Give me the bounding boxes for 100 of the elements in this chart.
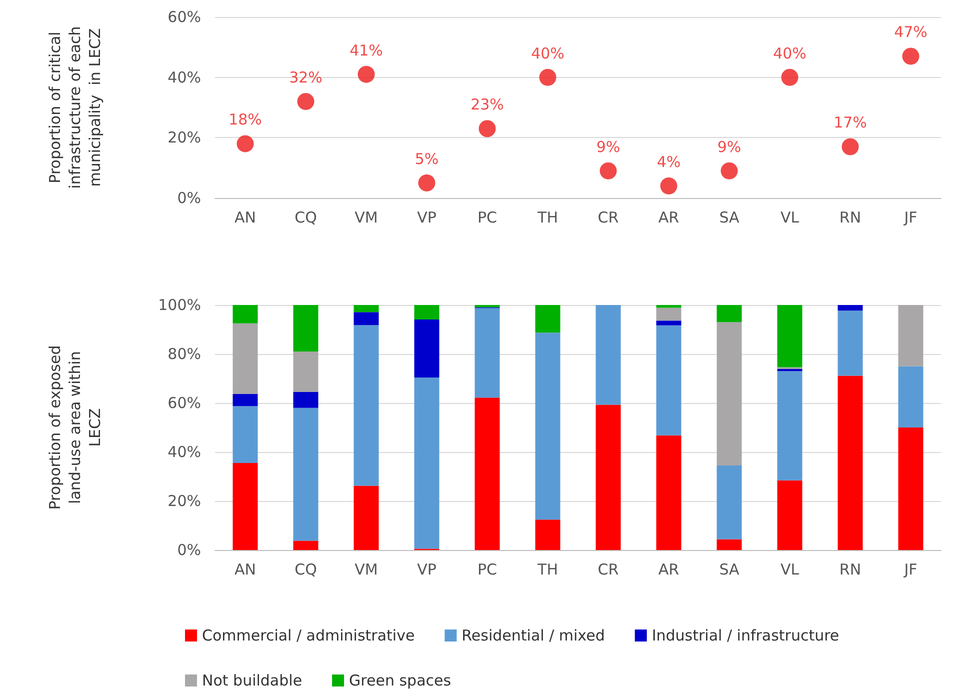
x-tick-label: VM	[354, 208, 378, 226]
data-label: 5%	[414, 150, 439, 168]
x-tick-label: RN	[839, 560, 862, 578]
bar	[474, 398, 500, 550]
point	[781, 68, 798, 86]
bar	[656, 320, 682, 326]
bar	[596, 404, 621, 550]
point	[902, 48, 920, 65]
data-label: 47%	[894, 23, 928, 42]
y-axis-title: Proportion of critical infrastructure of each municipality in LECZ	[46, 26, 104, 189]
x-tick-label: VM	[354, 560, 378, 578]
point	[297, 92, 314, 110]
y-tick-label: 0%	[177, 541, 201, 559]
bar	[898, 428, 924, 550]
point	[358, 66, 375, 83]
bar	[232, 394, 258, 406]
y-tick-label: 20%	[168, 492, 201, 510]
bar	[232, 323, 258, 394]
bar	[293, 305, 318, 352]
y-tick-label: 0%	[177, 189, 201, 207]
bar	[777, 305, 802, 368]
bar	[716, 322, 742, 466]
bar	[414, 319, 440, 378]
bar	[232, 305, 258, 324]
point	[720, 162, 738, 180]
y-tick-label: 40%	[168, 68, 201, 86]
bar	[474, 308, 500, 398]
y-axis-title: Proportion of exposed land-use area within LECZ	[46, 345, 104, 510]
bar	[535, 520, 560, 550]
x-tick-label: CQ	[294, 208, 317, 226]
bar	[777, 368, 802, 372]
bar	[535, 305, 560, 333]
x-tick-label: JF	[903, 208, 918, 226]
x-tick-label: JF	[903, 560, 918, 578]
x-tick-label: TH	[536, 208, 558, 226]
bar	[716, 539, 742, 550]
data-label: 41%	[350, 41, 383, 60]
data-label: 40%	[531, 44, 564, 62]
bar	[777, 371, 802, 480]
bar	[293, 392, 318, 408]
x-tick-label: AN	[234, 208, 256, 226]
data-label: 18%	[228, 110, 262, 129]
data-label: 4%	[656, 152, 681, 171]
bar	[293, 408, 318, 541]
point	[539, 68, 556, 86]
x-tick-label: PC	[477, 208, 498, 226]
legend-label: Green spaces	[349, 672, 452, 690]
bar	[656, 308, 682, 321]
x-tick-label: VP	[417, 560, 436, 578]
x-tick-label: RN	[839, 208, 862, 226]
bar	[232, 463, 258, 550]
bar	[354, 486, 379, 550]
bar	[656, 305, 682, 308]
x-tick-label: VL	[780, 560, 800, 578]
data-label: 23%	[470, 96, 504, 114]
bar	[716, 465, 742, 540]
point	[842, 138, 859, 156]
y-tick-label: 100%	[158, 296, 201, 314]
data-label: 40%	[773, 44, 806, 62]
y-tick-label: 80%	[168, 345, 201, 363]
legend-label: Industrial / infrastructure	[652, 626, 840, 644]
x-tick-label: AR	[658, 560, 680, 578]
x-tick-label: CR	[598, 560, 619, 578]
legend-label: Residential / mixed	[462, 626, 605, 644]
point	[418, 174, 436, 192]
bar	[535, 332, 560, 520]
x-tick-label: VP	[417, 208, 436, 226]
point	[660, 177, 678, 194]
point	[236, 135, 254, 152]
bar	[777, 480, 802, 550]
x-tick-label: PC	[477, 560, 498, 578]
legend-label: Not buildable	[202, 672, 302, 690]
x-tick-label: SA	[719, 208, 740, 226]
bar	[656, 435, 682, 550]
x-tick-label: VL	[780, 208, 800, 226]
x-tick-label: TH	[536, 560, 558, 578]
bar	[656, 325, 682, 436]
bar	[716, 305, 742, 322]
x-tick-label: AR	[658, 208, 680, 226]
x-tick-label: CR	[598, 208, 619, 226]
bar	[898, 366, 924, 428]
bar	[293, 352, 318, 392]
y-tick-label: 40%	[168, 443, 201, 461]
bar	[838, 310, 863, 376]
bar	[414, 305, 440, 320]
bar	[354, 325, 379, 486]
x-tick-label: CQ	[294, 560, 317, 578]
y-tick-label: 60%	[168, 394, 201, 412]
data-label: 32%	[289, 68, 322, 86]
bar	[414, 378, 440, 549]
bar	[838, 376, 863, 550]
point	[600, 162, 617, 180]
data-label: 9%	[717, 138, 742, 156]
bar	[232, 406, 258, 464]
y-tick-label: 20%	[168, 128, 201, 147]
bar	[354, 312, 379, 326]
bar	[898, 305, 924, 366]
bar	[596, 305, 621, 405]
point	[478, 120, 496, 138]
x-tick-label: SA	[719, 560, 740, 578]
